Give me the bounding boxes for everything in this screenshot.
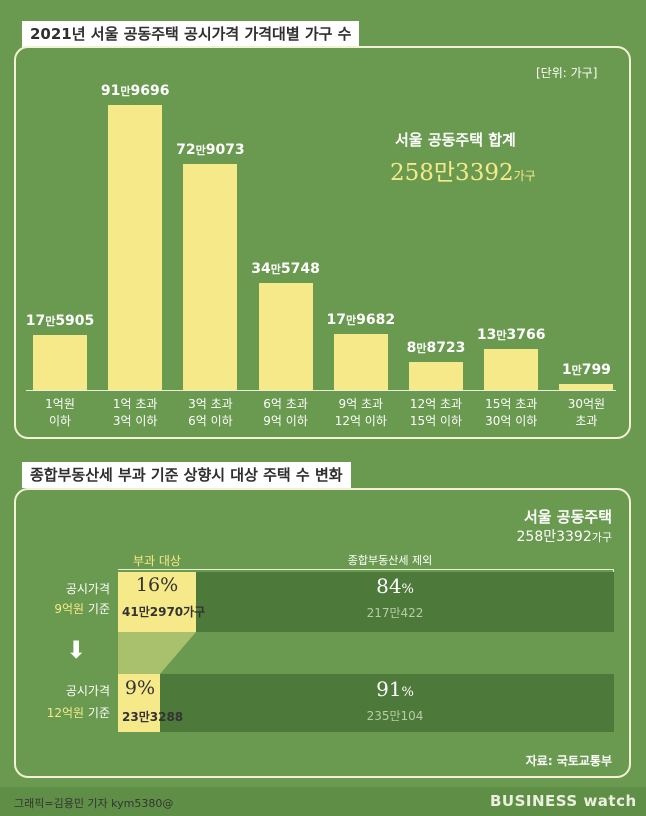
- bar-value-label: 91만9696: [100, 82, 170, 99]
- row2-label: 12억원 기준: [20, 704, 110, 721]
- footer-bar: [0, 787, 646, 816]
- bar: [484, 348, 539, 390]
- scale-line: [118, 569, 614, 570]
- row2-excl-pct: 91%: [350, 677, 440, 701]
- seoul-label: 서울 공동주택: [523, 508, 612, 526]
- category-label: 9억 초과 12억 이하: [334, 397, 387, 428]
- chart1-panel: [14, 46, 631, 439]
- row1-label-top: 공시가격: [65, 582, 110, 596]
- row2-taxed-count: 23만3288: [122, 708, 183, 725]
- row2-excl-pct-num: 91: [376, 677, 402, 701]
- row2-label-amount: 12억원: [46, 706, 85, 720]
- row1-taxed-pct: 16%: [120, 574, 194, 596]
- bar: [33, 335, 87, 390]
- row1-excl-pct-sign: %: [401, 582, 414, 597]
- bar-value-label: 1만799: [561, 362, 611, 378]
- row1-label: 9억원 기준: [20, 600, 110, 617]
- bar: [409, 362, 463, 390]
- row2-taxed-pct-sign: %: [137, 677, 156, 699]
- category-label: 3억 초과 6억 이하: [188, 397, 233, 428]
- legend-excluded: 종합부동산세 제외: [347, 554, 433, 567]
- seoul-total: 258만3392가구: [470, 526, 612, 546]
- row1-label-suffix: 기준: [87, 602, 110, 616]
- row1-taxed-count: 41만2970가구: [122, 603, 205, 620]
- total-number: 258만3392: [390, 160, 514, 186]
- row1-excl-count: 217만422: [366, 606, 424, 620]
- seoul-total-number: 258만3392: [516, 529, 592, 545]
- row2-excluded-bar: [160, 674, 614, 732]
- total-label: 서울 공동주택 합계: [395, 131, 516, 149]
- row1-taxed-pct-num: 16: [135, 574, 161, 596]
- category-label: 6억 초과 9억 이하: [263, 397, 308, 428]
- chart2-panel: [14, 488, 631, 778]
- row2-taxed-pct-num: 9: [124, 677, 138, 699]
- seoul-total-unit: 가구: [591, 531, 612, 544]
- credit: 그래픽=김용민 기자 kym5380@: [14, 797, 174, 810]
- category-label: 1억 초과 3억 이하: [112, 397, 158, 428]
- row2-taxed-count-num: 23만3288: [122, 710, 184, 724]
- bar: [559, 384, 614, 390]
- category-label: 30억원 초과: [567, 397, 606, 428]
- row2-taxed-bar: [118, 674, 160, 732]
- category-label: 1억원 이하: [45, 397, 75, 428]
- row2-taxed-pct: 9%: [120, 677, 160, 699]
- row1-taxed-pct-sign: %: [160, 574, 179, 596]
- category-label: 12억 초과 15억 이하: [409, 397, 463, 428]
- row2-label-suffix: 기준: [87, 706, 110, 720]
- bar-value-label: 13만3766: [476, 326, 546, 343]
- total-value: 258만3392가구: [390, 153, 536, 187]
- row1-taxed-bar: [118, 572, 196, 632]
- bar-value-label: 17만9682: [326, 312, 396, 329]
- chart1-unit: [단위: 가구]: [536, 66, 598, 80]
- chart1-title: 2021년 서울 공동주택 공시가격 가격대별 가구 수: [22, 21, 360, 47]
- row1-label-amount: 9억원: [54, 602, 85, 616]
- row1-excl-pct: 84%: [350, 574, 440, 598]
- brand-logo: BUSINESS watch: [490, 792, 637, 810]
- bar: [258, 282, 313, 390]
- arrow-down-icon: ⬇: [66, 636, 87, 664]
- legend-taxed: 부과 대상: [133, 554, 181, 568]
- connector-shape: [118, 632, 196, 674]
- row1-excl-pct-num: 84: [376, 574, 402, 598]
- x-axis-line: [26, 390, 616, 391]
- row1-excluded-bar: [196, 572, 614, 632]
- bar-value-label: 72만9073: [176, 141, 245, 158]
- bar-value-label: 17만5905: [25, 313, 95, 330]
- total-unit: 가구: [513, 169, 536, 183]
- source: 자료: 국토교통부: [525, 754, 612, 768]
- row1-taxed-count-unit: 가구: [183, 605, 206, 619]
- bar-value-label: 34만5748: [251, 260, 320, 277]
- row1-taxed-count-num: 41만2970: [122, 605, 184, 619]
- category-label: 15억 초과 30억 이하: [485, 397, 538, 428]
- chart2-title: 종합부동산세 부과 기준 상향시 대상 주택 수 변화: [22, 462, 351, 488]
- row2-excl-count: 235만104: [366, 709, 424, 723]
- row2-excl-pct-sign: %: [401, 685, 414, 700]
- row2-label-top: 공시가격: [65, 684, 110, 698]
- bar: [108, 104, 163, 390]
- chart1-plot: 17만5905 1억원 이하 91만9696 1억 초과 3억 이하 72만9073 3억 초…: [25, 82, 616, 428]
- bar: [333, 334, 388, 390]
- bar: [183, 163, 238, 390]
- bar-value-label: 8만8723: [406, 340, 466, 357]
